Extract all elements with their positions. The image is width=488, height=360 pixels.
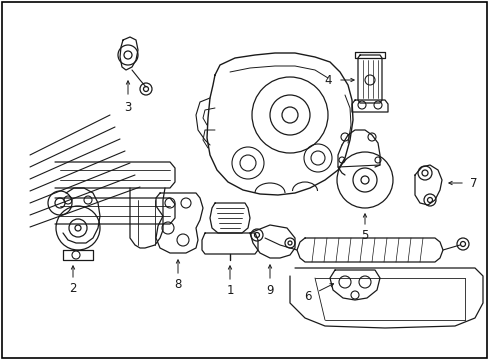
Text: 5: 5: [361, 229, 368, 242]
Text: 9: 9: [265, 284, 273, 297]
Text: 2: 2: [69, 282, 77, 294]
Text: 4: 4: [324, 73, 331, 86]
Text: 7: 7: [469, 176, 477, 189]
Text: 1: 1: [226, 284, 233, 297]
Text: 3: 3: [124, 100, 131, 113]
Text: 6: 6: [304, 289, 311, 302]
Text: 8: 8: [174, 278, 182, 291]
